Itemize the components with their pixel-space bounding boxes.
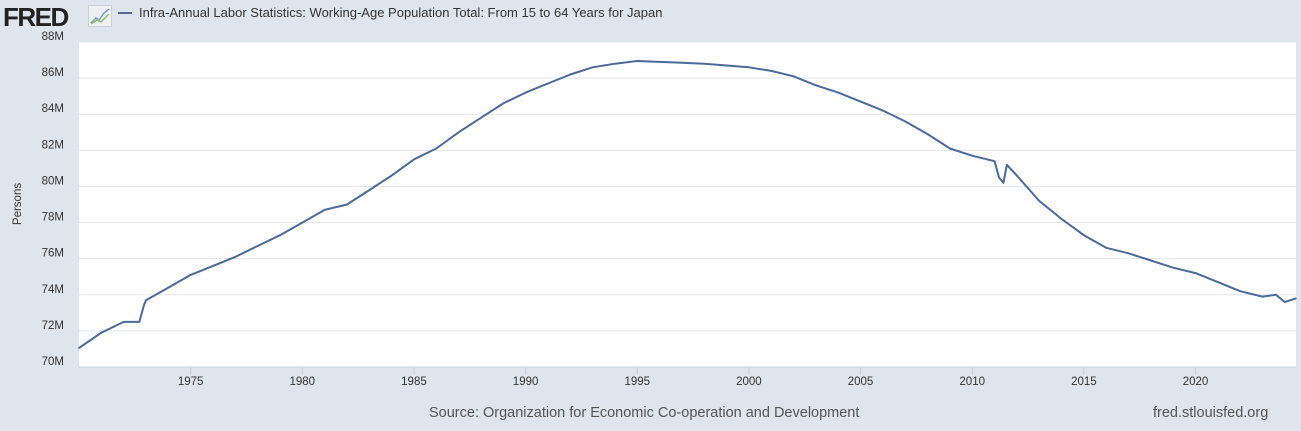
- data-point: [142, 304, 145, 307]
- data-point: [167, 286, 170, 289]
- x-tick-label: 1975: [178, 376, 204, 388]
- data-point: [882, 109, 884, 112]
- data-point: [78, 347, 80, 349]
- data-point: [1083, 234, 1085, 236]
- x-tick-label: 1980: [290, 376, 316, 388]
- data-point: [770, 70, 773, 72]
- data-point: [480, 117, 482, 119]
- data-point: [457, 131, 460, 134]
- site-link[interactable]: fred.stlouisfed.org: [1153, 405, 1269, 421]
- x-tick-label: 2005: [848, 376, 874, 388]
- data-point: [547, 82, 549, 85]
- line-chart-icon: [88, 5, 112, 27]
- legend: Infra-Annual Labor Statistics: Working-A…: [118, 5, 662, 20]
- data-point: [591, 66, 594, 69]
- data-point: [971, 154, 974, 157]
- data-point: [1105, 247, 1107, 249]
- data-point: [614, 62, 616, 65]
- data-point: [390, 174, 393, 177]
- data-point: [435, 147, 438, 150]
- data-point: [234, 256, 237, 258]
- x-tick-label: 1985: [401, 376, 427, 388]
- data-point: [998, 176, 1000, 179]
- x-tick-label: 1995: [624, 376, 650, 388]
- data-point: [949, 147, 951, 150]
- data-point: [138, 321, 141, 323]
- x-tick-label: 1990: [513, 376, 539, 388]
- data-point: [212, 265, 214, 267]
- data-point: [636, 60, 639, 62]
- y-tick-label: 74M: [42, 284, 64, 296]
- data-point: [256, 245, 259, 247]
- data-point: [279, 234, 281, 236]
- data-point: [122, 321, 125, 323]
- y-axis-label: Persons: [12, 183, 24, 225]
- data-point: [926, 133, 929, 135]
- y-tick-label: 86M: [42, 67, 64, 79]
- x-tick-label: 2000: [736, 376, 762, 388]
- data-point: [1016, 174, 1018, 177]
- data-point: [1275, 293, 1277, 296]
- data-point: [748, 66, 750, 69]
- data-point: [1194, 272, 1197, 274]
- legend-label: Infra-Annual Labor Statistics: Working-A…: [139, 5, 663, 20]
- y-tick-label: 80M: [42, 175, 64, 187]
- data-point: [100, 331, 103, 334]
- y-tick-label: 82M: [42, 139, 64, 151]
- y-tick-label: 70M: [42, 356, 64, 368]
- data-point: [993, 160, 996, 162]
- series-line: [78, 60, 1297, 349]
- plot-area: [79, 42, 1296, 367]
- data-point: [658, 61, 661, 63]
- y-tick-label: 88M: [42, 31, 64, 43]
- data-point: [346, 203, 348, 206]
- data-point: [323, 209, 326, 211]
- data-point: [301, 221, 304, 224]
- data-point: [1217, 281, 1219, 283]
- data-point: [681, 61, 683, 64]
- data-point: [837, 91, 840, 94]
- legend-swatch: [118, 11, 132, 14]
- data-point: [792, 75, 795, 78]
- data-point: [1150, 259, 1152, 262]
- data-point: [1002, 182, 1005, 184]
- data-point: [1006, 163, 1008, 166]
- data-point: [502, 102, 505, 105]
- data-point: [1239, 290, 1241, 292]
- data-point: [904, 120, 907, 123]
- y-tick-label: 76M: [42, 248, 64, 260]
- x-tick-label: 2015: [1071, 376, 1097, 388]
- data-point: [815, 84, 817, 87]
- source-note: Source: Organization for Economic Co-ope…: [429, 405, 860, 421]
- data-point: [1261, 295, 1264, 298]
- data-point: [1295, 297, 1297, 300]
- data-point: [1038, 200, 1041, 202]
- data-point: [1284, 301, 1286, 303]
- fred-logo[interactable]: FRED: [3, 2, 69, 32]
- data-point: [859, 100, 862, 103]
- data-point: [725, 64, 728, 67]
- data-point: [1060, 218, 1063, 220]
- y-tick-label: 72M: [42, 320, 64, 332]
- data-point: [703, 62, 706, 65]
- data-point: [524, 91, 527, 94]
- y-tick-label: 78M: [42, 212, 64, 224]
- y-tick-label: 84M: [42, 103, 64, 115]
- data-point: [145, 299, 147, 301]
- x-tick-label: 2010: [959, 376, 985, 388]
- x-tick-label: 2020: [1183, 376, 1209, 388]
- data-point: [569, 73, 572, 76]
- data-point: [189, 274, 192, 276]
- data-point: [1172, 266, 1174, 269]
- data-point: [368, 189, 371, 191]
- data-point: [413, 158, 415, 161]
- data-point: [1127, 252, 1130, 255]
